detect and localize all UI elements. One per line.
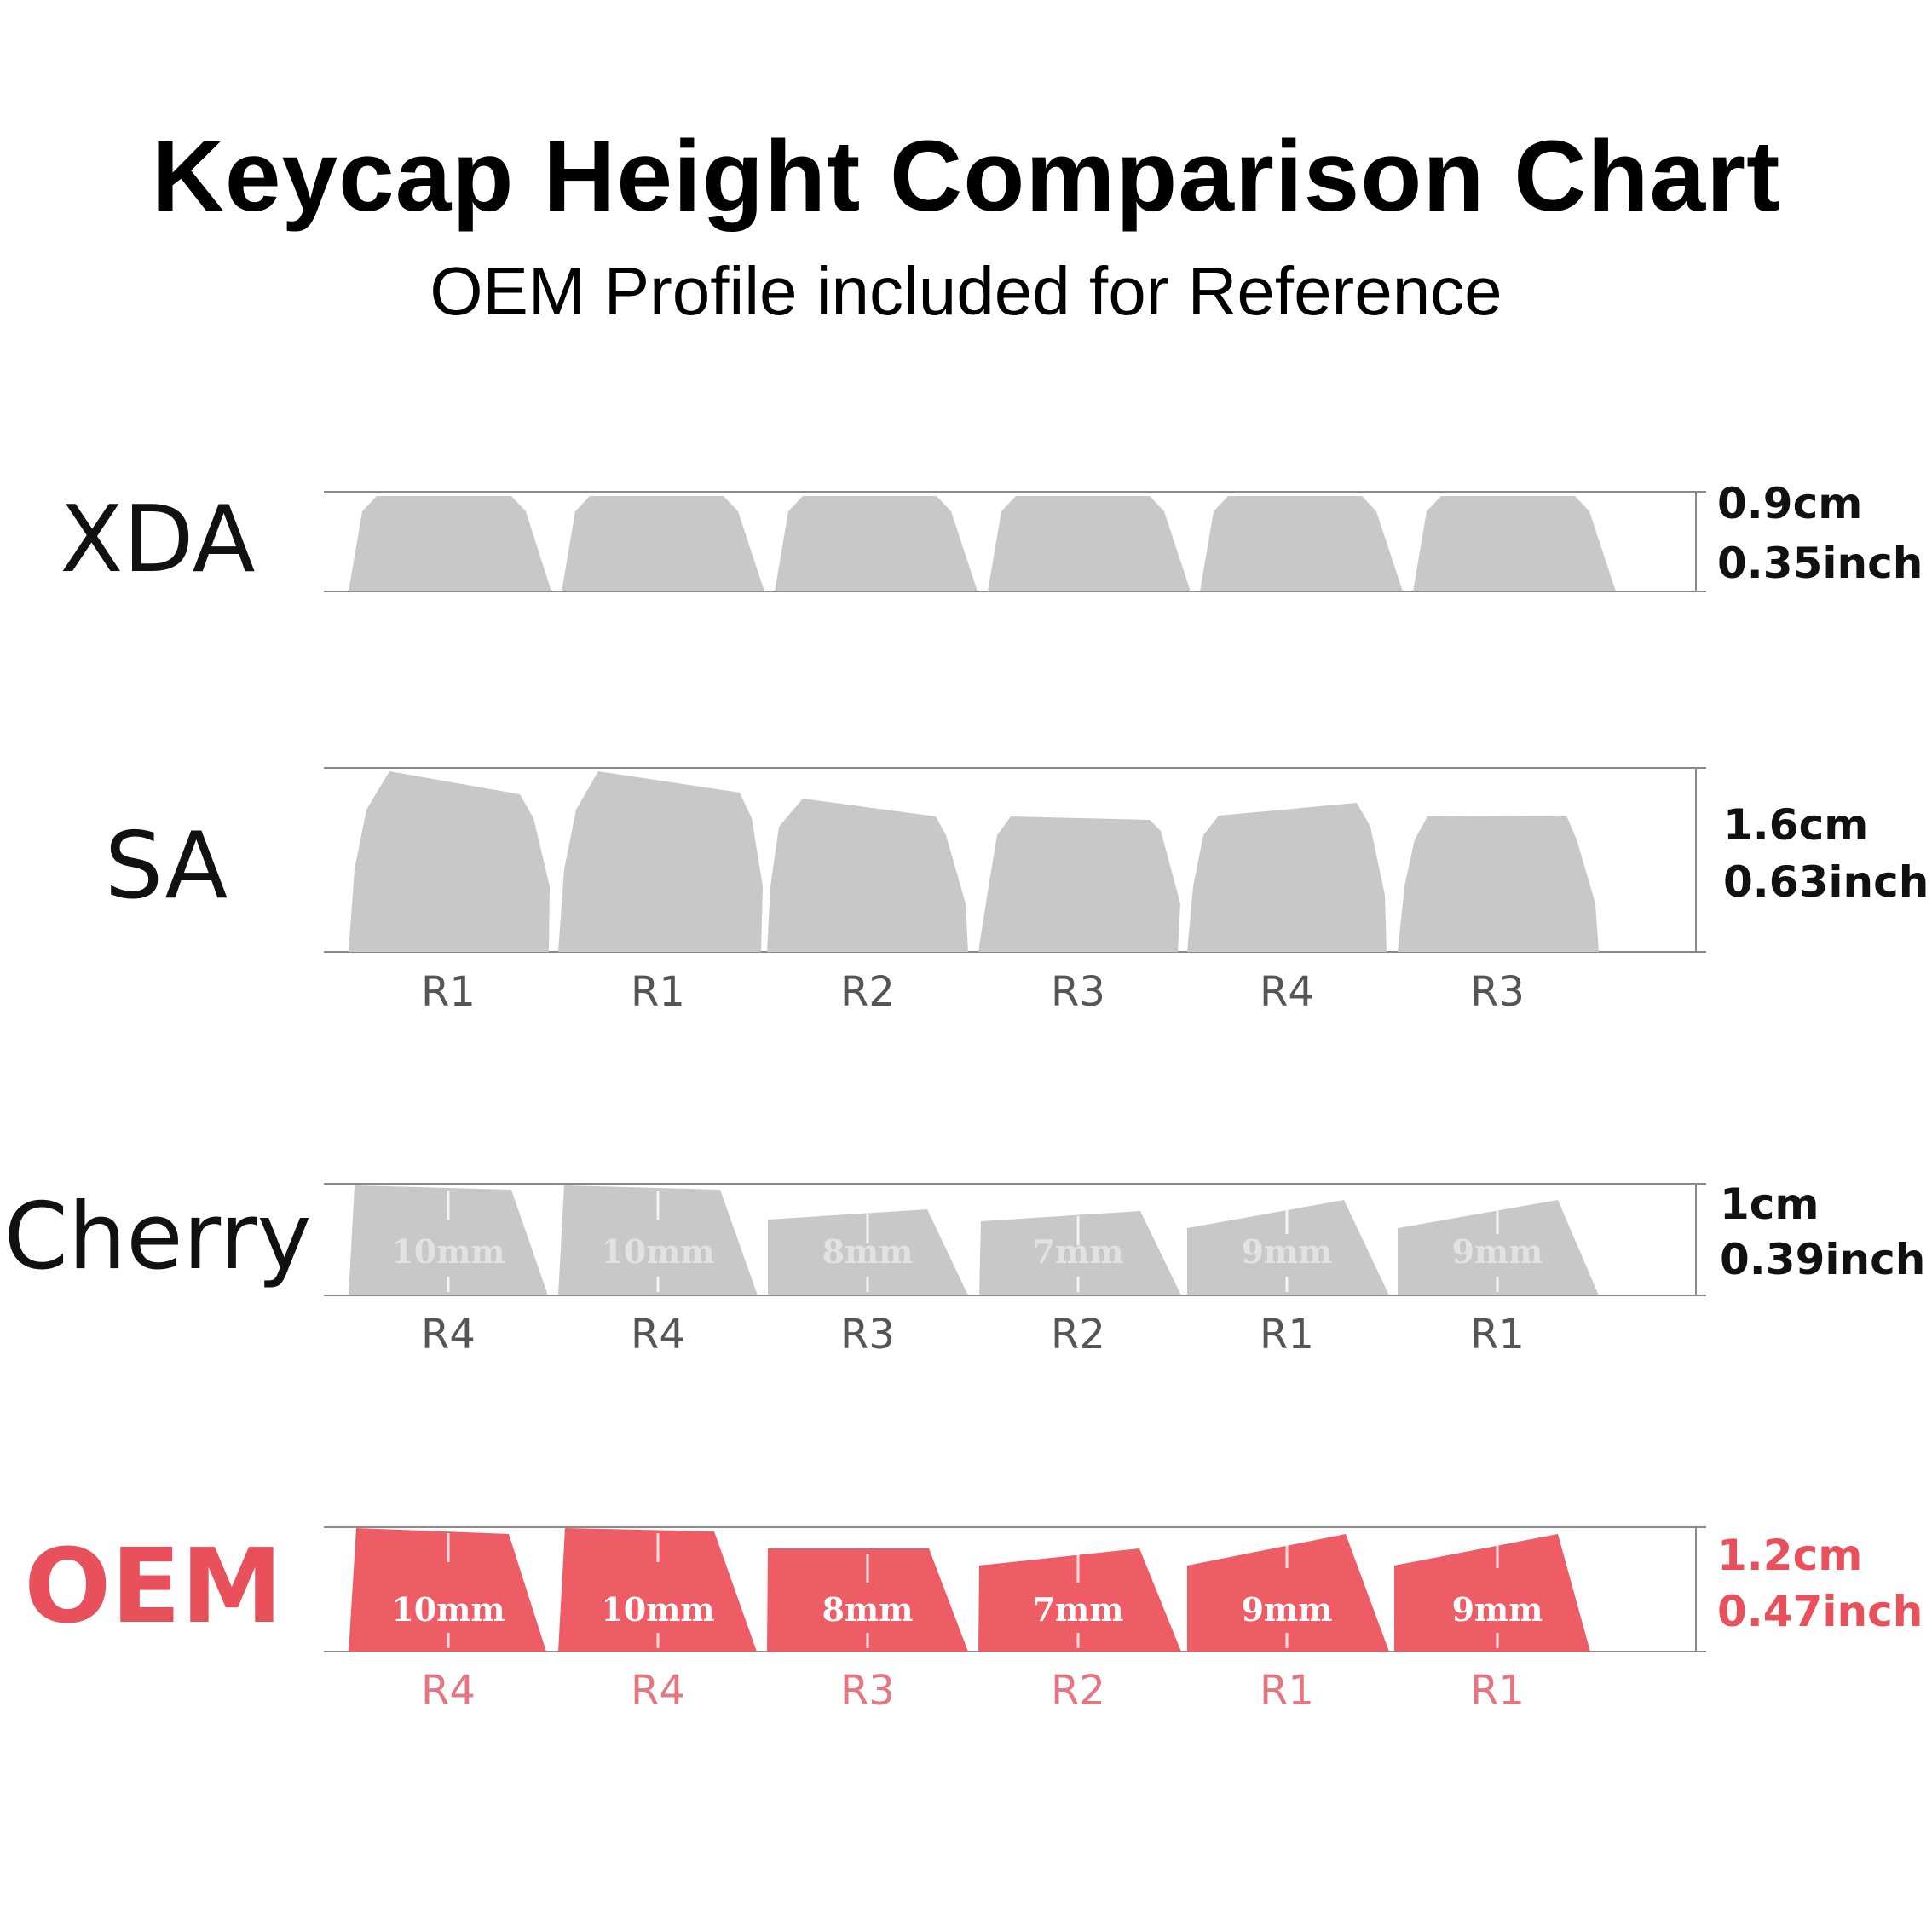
keycap xyxy=(562,496,764,591)
row-label: R4 xyxy=(421,1311,476,1358)
key-height-mm: 10mm xyxy=(391,1590,505,1629)
row-label: R1 xyxy=(1260,1667,1314,1715)
key-height-mm: 9mm xyxy=(1452,1232,1543,1271)
row-label: R3 xyxy=(840,1311,895,1358)
key-height-mm: 7mm xyxy=(1033,1590,1124,1629)
key-height-mm: 7mm xyxy=(1033,1232,1124,1271)
keycap-shape xyxy=(1398,1200,1599,1295)
keycap: 10mm xyxy=(558,1185,758,1295)
height-cm: 1.2cm xyxy=(1717,1531,1862,1580)
profile-cherry: Cherry 1cm 0.39inch 10mm R4 10mm R4 8mm R3 7mm R2 9… xyxy=(3,1179,1925,1358)
chart-title: Keycap Height Comparison Chart xyxy=(151,120,1781,233)
keycap-shape xyxy=(562,496,764,591)
keycap-shape xyxy=(988,496,1191,591)
height-inch: 0.35inch xyxy=(1717,539,1923,588)
chart-subtitle: OEM Profile included for Reference xyxy=(430,253,1502,329)
keycap-shape xyxy=(767,799,968,952)
keycap: 9mm xyxy=(1394,1534,1590,1652)
height-inch: 0.39inch xyxy=(1720,1235,1925,1284)
row-label: R3 xyxy=(1470,968,1525,1016)
keycap: 10mm xyxy=(349,1528,546,1652)
profile-name: OEM xyxy=(24,1528,282,1647)
profile-name: SA xyxy=(105,813,228,920)
profile-sa: SA 1.6cm 0.63inch R1 R1 R2 R3 R4 R3 xyxy=(105,767,1929,1016)
keycap-shape xyxy=(978,1548,1181,1652)
height-cm: 1.6cm xyxy=(1723,800,1868,850)
key-height-mm: 9mm xyxy=(1452,1590,1543,1629)
row-label: R1 xyxy=(1470,1311,1525,1358)
keycap-shape xyxy=(1413,496,1616,591)
keycap xyxy=(349,496,551,591)
keycap-shape xyxy=(1187,1200,1389,1295)
keycap xyxy=(349,771,550,952)
keycap-shape xyxy=(1187,803,1387,952)
keycap-shape xyxy=(767,1548,968,1652)
row-label: R4 xyxy=(1260,968,1314,1016)
keycap-shape xyxy=(349,1528,546,1652)
keycap: 9mm xyxy=(1187,1200,1389,1295)
keycap: 7mm xyxy=(978,1548,1181,1652)
row-label: R1 xyxy=(631,968,685,1016)
keycap: 7mm xyxy=(979,1211,1181,1295)
keycap: 9mm xyxy=(1187,1534,1389,1652)
key-height-mm: 9mm xyxy=(1242,1590,1333,1629)
keycap xyxy=(1398,816,1599,952)
keycap-shape xyxy=(1200,496,1403,591)
row-label: R4 xyxy=(631,1311,685,1358)
profile-xda: XDA 0.9cm 0.35inch xyxy=(60,479,1923,593)
key-height-mm: 10mm xyxy=(391,1232,505,1271)
row-label: R4 xyxy=(421,1667,476,1715)
height-inch: 0.47inch xyxy=(1717,1587,1923,1636)
keycap-shape xyxy=(978,816,1180,952)
row-label: R3 xyxy=(1051,968,1105,1016)
profile-name: Cherry xyxy=(3,1184,311,1290)
row-label: R2 xyxy=(1051,1311,1105,1358)
keycap-shape xyxy=(768,1209,968,1295)
keycap-shape xyxy=(1398,816,1599,952)
keycap-shape xyxy=(349,1185,548,1295)
keycap-shape xyxy=(775,496,978,591)
key-height-mm: 8mm xyxy=(822,1590,914,1629)
row-label: R4 xyxy=(631,1667,685,1715)
row-label: R3 xyxy=(840,1667,895,1715)
keycap-shape xyxy=(979,1211,1181,1295)
keycap: 8mm xyxy=(767,1548,968,1652)
keycap xyxy=(558,771,763,952)
keycap xyxy=(1413,496,1616,591)
keycap xyxy=(1200,496,1403,591)
row-label: R1 xyxy=(1260,1311,1314,1358)
keycap: 10mm xyxy=(558,1528,757,1652)
key-height-mm: 8mm xyxy=(822,1232,914,1271)
row-label: R1 xyxy=(421,968,476,1016)
profile-name: XDA xyxy=(60,487,255,593)
keycap: 10mm xyxy=(349,1185,548,1295)
keycap-shape xyxy=(349,771,550,952)
row-label: R2 xyxy=(840,968,895,1016)
profile-oem: OEM 1.2cm 0.47inch 10mm R4 10mm R4 8mm R3 7mm R2 9m… xyxy=(24,1526,1923,1715)
keycap-shape xyxy=(1394,1534,1590,1652)
keycap: 8mm xyxy=(768,1209,968,1295)
keycap-shape xyxy=(558,1185,758,1295)
keycap xyxy=(978,816,1180,952)
keycap xyxy=(767,799,968,952)
height-cm: 0.9cm xyxy=(1717,479,1862,528)
keycap: 9mm xyxy=(1398,1200,1599,1295)
key-height-mm: 9mm xyxy=(1242,1232,1333,1271)
keycap xyxy=(988,496,1191,591)
keycap-shape xyxy=(558,1528,757,1652)
key-height-mm: 10mm xyxy=(601,1590,714,1629)
height-cm: 1cm xyxy=(1720,1179,1820,1229)
row-label: R1 xyxy=(1470,1667,1525,1715)
keycap xyxy=(775,496,978,591)
keycap-shape xyxy=(349,496,551,591)
keycap xyxy=(1187,803,1387,952)
row-label: R2 xyxy=(1051,1667,1105,1715)
height-inch: 0.63inch xyxy=(1723,857,1929,907)
keycap-shape xyxy=(558,771,763,952)
keycap-shape xyxy=(1187,1534,1389,1652)
key-height-mm: 10mm xyxy=(601,1232,714,1271)
